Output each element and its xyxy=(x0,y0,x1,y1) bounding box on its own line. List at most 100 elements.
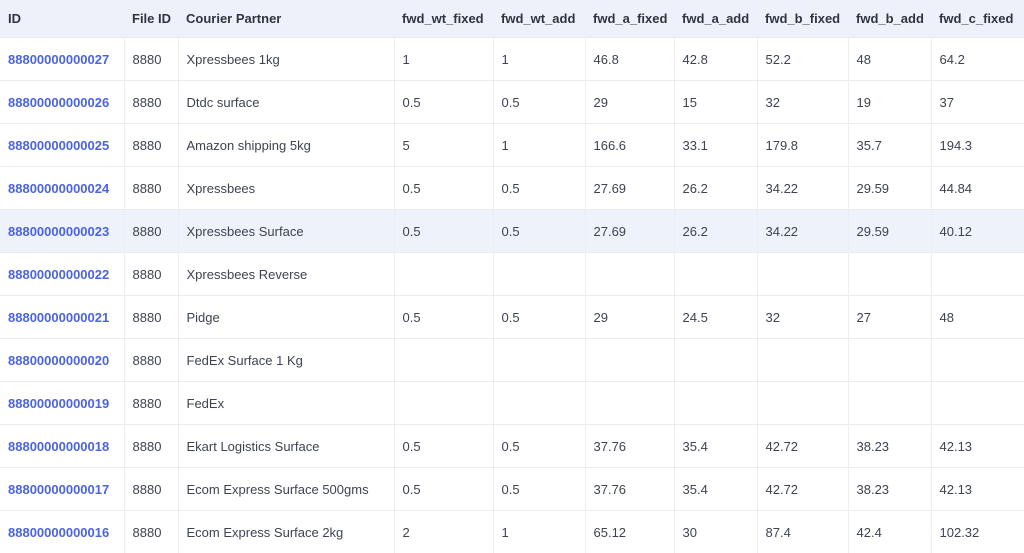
cell-fwd-a-add xyxy=(674,382,757,425)
cell-fwd-wt-add xyxy=(493,339,585,382)
column-header-file-id[interactable]: File ID xyxy=(124,0,178,38)
cell-courier-partner: Xpressbees xyxy=(178,167,394,210)
cell-fwd-a-add: 35.4 xyxy=(674,425,757,468)
cell-fwd-b-add: 29.59 xyxy=(848,210,931,253)
record-id-link[interactable]: 88800000000018 xyxy=(8,439,109,454)
cell-fwd-a-add xyxy=(674,339,757,382)
cell-file-id: 8880 xyxy=(124,382,178,425)
column-header-fwd-b-fixed[interactable]: fwd_b_fixed xyxy=(757,0,848,38)
record-id-link[interactable]: 88800000000026 xyxy=(8,95,109,110)
cell-fwd-wt-fixed xyxy=(394,382,493,425)
cell-fwd-a-fixed xyxy=(585,382,674,425)
column-header-id[interactable]: ID xyxy=(0,0,124,38)
cell-fwd-c-fixed: 42.13 xyxy=(931,468,1024,511)
column-header-fwd-b-add[interactable]: fwd_b_add xyxy=(848,0,931,38)
cell-courier-partner: Amazon shipping 5kg xyxy=(178,124,394,167)
cell-fwd-c-fixed xyxy=(931,382,1024,425)
cell-fwd-b-add: 48 xyxy=(848,38,931,81)
cell-file-id: 8880 xyxy=(124,167,178,210)
record-id-link[interactable]: 88800000000019 xyxy=(8,396,109,411)
cell-id: 88800000000020 xyxy=(0,339,124,382)
cell-fwd-a-add: 26.2 xyxy=(674,167,757,210)
cell-fwd-c-fixed: 37 xyxy=(931,81,1024,124)
cell-fwd-b-fixed xyxy=(757,382,848,425)
cell-fwd-b-fixed xyxy=(757,339,848,382)
cell-file-id: 8880 xyxy=(124,339,178,382)
column-header-courier-partner[interactable]: Courier Partner xyxy=(178,0,394,38)
cell-fwd-c-fixed xyxy=(931,253,1024,296)
cell-fwd-a-fixed: 46.8 xyxy=(585,38,674,81)
record-id-link[interactable]: 88800000000017 xyxy=(8,482,109,497)
cell-fwd-a-add: 42.8 xyxy=(674,38,757,81)
cell-fwd-wt-add: 0.5 xyxy=(493,81,585,124)
cell-file-id: 8880 xyxy=(124,81,178,124)
cell-fwd-wt-fixed: 0.5 xyxy=(394,296,493,339)
column-header-fwd-wt-fixed[interactable]: fwd_wt_fixed xyxy=(394,0,493,38)
cell-fwd-wt-add: 0.5 xyxy=(493,468,585,511)
cell-fwd-b-add: 27 xyxy=(848,296,931,339)
cell-id: 88800000000024 xyxy=(0,167,124,210)
column-header-fwd-c-fixed[interactable]: fwd_c_fixed xyxy=(931,0,1024,38)
cell-id: 88800000000019 xyxy=(0,382,124,425)
cell-courier-partner: Xpressbees Reverse xyxy=(178,253,394,296)
cell-fwd-b-fixed: 42.72 xyxy=(757,468,848,511)
cell-fwd-c-fixed: 44.84 xyxy=(931,167,1024,210)
cell-fwd-wt-fixed: 0.5 xyxy=(394,81,493,124)
cell-fwd-b-add: 38.23 xyxy=(848,468,931,511)
record-id-link[interactable]: 88800000000016 xyxy=(8,525,109,540)
cell-courier-partner: Ecom Express Surface 500gms xyxy=(178,468,394,511)
cell-file-id: 8880 xyxy=(124,38,178,81)
cell-file-id: 8880 xyxy=(124,296,178,339)
cell-fwd-a-add: 15 xyxy=(674,81,757,124)
cell-fwd-a-fixed: 37.76 xyxy=(585,468,674,511)
record-id-link[interactable]: 88800000000020 xyxy=(8,353,109,368)
cell-fwd-a-add: 33.1 xyxy=(674,124,757,167)
cell-id: 88800000000022 xyxy=(0,253,124,296)
cell-fwd-wt-fixed: 0.5 xyxy=(394,425,493,468)
cell-courier-partner: Xpressbees Surface xyxy=(178,210,394,253)
cell-fwd-b-fixed: 34.22 xyxy=(757,167,848,210)
cell-courier-partner: Ekart Logistics Surface xyxy=(178,425,394,468)
cell-fwd-b-add xyxy=(848,253,931,296)
column-header-fwd-a-fixed[interactable]: fwd_a_fixed xyxy=(585,0,674,38)
cell-fwd-a-fixed: 27.69 xyxy=(585,210,674,253)
record-id-link[interactable]: 88800000000025 xyxy=(8,138,109,153)
cell-fwd-c-fixed: 48 xyxy=(931,296,1024,339)
cell-fwd-a-add: 35.4 xyxy=(674,468,757,511)
cell-fwd-a-add: 24.5 xyxy=(674,296,757,339)
cell-fwd-b-add xyxy=(848,382,931,425)
record-id-link[interactable]: 88800000000022 xyxy=(8,267,109,282)
record-id-link[interactable]: 88800000000021 xyxy=(8,310,109,325)
cell-fwd-b-fixed xyxy=(757,253,848,296)
cell-fwd-a-add xyxy=(674,253,757,296)
cell-fwd-wt-fixed: 5 xyxy=(394,124,493,167)
cell-id: 88800000000026 xyxy=(0,81,124,124)
record-id-link[interactable]: 88800000000023 xyxy=(8,224,109,239)
column-header-fwd-a-add[interactable]: fwd_a_add xyxy=(674,0,757,38)
cell-fwd-wt-fixed: 0.5 xyxy=(394,468,493,511)
cell-id: 88800000000023 xyxy=(0,210,124,253)
record-id-link[interactable]: 88800000000024 xyxy=(8,181,109,196)
cell-fwd-b-fixed: 42.72 xyxy=(757,425,848,468)
cell-fwd-c-fixed: 40.12 xyxy=(931,210,1024,253)
cell-file-id: 8880 xyxy=(124,468,178,511)
record-id-link[interactable]: 88800000000027 xyxy=(8,52,109,67)
cell-id: 88800000000021 xyxy=(0,296,124,339)
column-header-fwd-wt-add[interactable]: fwd_wt_add xyxy=(493,0,585,38)
cell-fwd-wt-add: 1 xyxy=(493,38,585,81)
cell-courier-partner: Xpressbees 1kg xyxy=(178,38,394,81)
cell-fwd-a-add: 26.2 xyxy=(674,210,757,253)
